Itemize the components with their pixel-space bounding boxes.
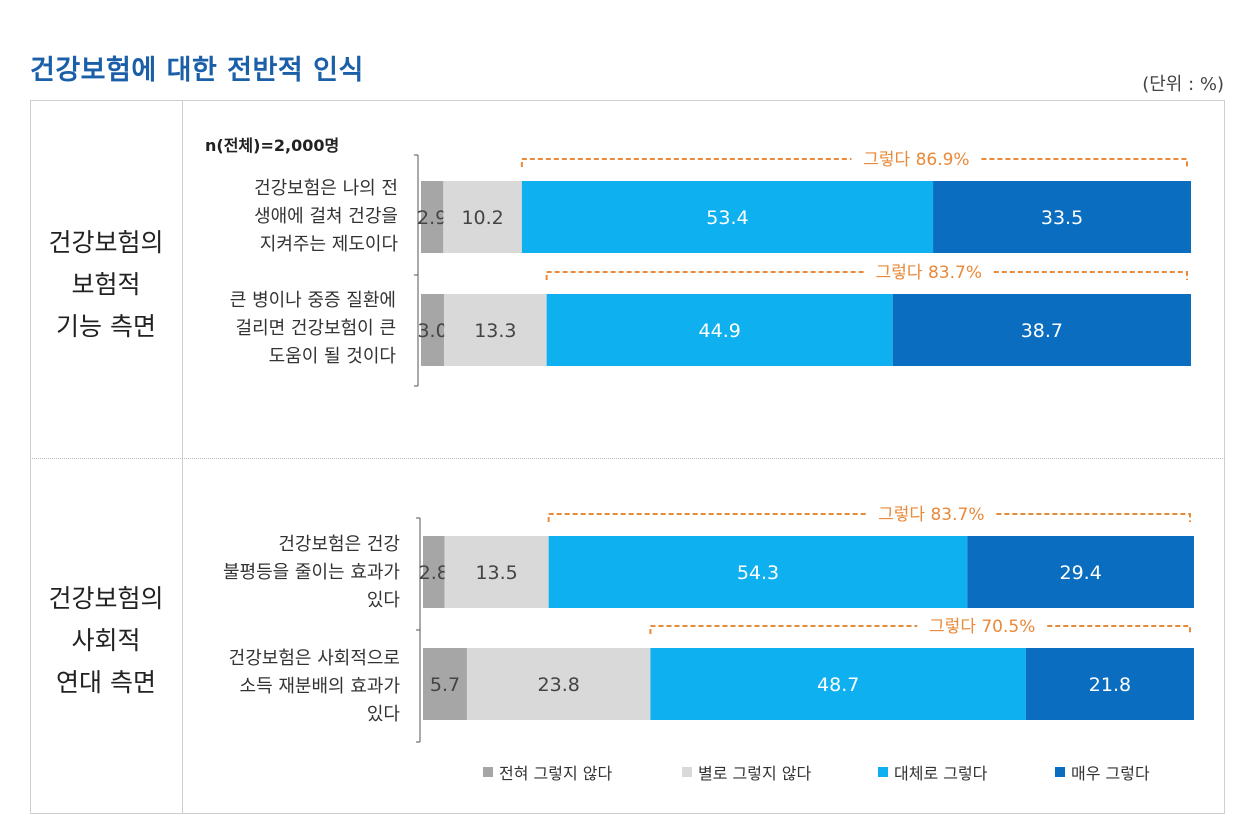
bar-strongly-agree [1025,648,1194,720]
legend-label: 별로 그렇지 않다 [698,764,812,783]
question-label: 건강보험은 건강 불평등을 줄이는 효과가 있다 [210,531,400,615]
data-label: 53.4 [706,207,748,229]
data-label: 13.5 [475,562,517,584]
agree-bracket [993,271,1188,280]
bar-strongly-agree [933,181,1191,253]
data-label: 33.5 [1041,207,1083,229]
question-line: 있다 [366,590,400,611]
question-line: 건강보험은 건강 [278,534,400,555]
question-line: 생애에 걸쳐 건강을 [254,206,398,227]
section-label-line: 보험적 [71,270,141,299]
bar-strongly-disagree [423,536,445,608]
bar-disagree [466,648,651,720]
legend-label: 매우 그렇다 [1071,764,1150,783]
data-label: 2.9 [417,207,447,229]
question-line: 건강보험은 사회적으로 [228,648,400,669]
section-label-insurance-function: 건강보험의 보험적 기능 측면 [30,222,182,348]
agree-total-label: 그렇다 86.9% [863,150,969,170]
data-label: 10.2 [461,207,503,229]
legend-item: 전혀 그렇지 않다 [483,760,612,784]
question-line: 도움이 될 것이다 [268,346,396,367]
data-label: 38.7 [1021,320,1063,342]
unit-label: (단위 : %) [1142,74,1224,95]
data-label: 2.8 [419,562,449,584]
bar-agree [546,294,893,366]
bar-strongly-agree [892,294,1191,366]
section-label-line: 기능 측면 [56,312,156,341]
column-divider [182,100,183,814]
data-label: 13.3 [474,320,516,342]
section-label-line: 건강보험의 [48,584,164,613]
bar-agree [548,536,968,608]
section-divider [30,458,1225,459]
data-label: 23.8 [538,674,580,696]
question-label: 큰 병이나 중증 질환에 걸리면 건강보험이 큰 도움이 될 것이다 [206,287,396,371]
data-label: 5.7 [430,674,460,696]
agree-bracket [520,158,852,167]
data-label: 44.9 [699,320,741,342]
agree-total-label: 그렇다 83.7% [878,505,984,525]
data-label: 3.0 [417,320,447,342]
legend-item: 대체로 그렇다 [878,760,987,784]
question-line: 소득 재분배의 효과가 [239,676,400,697]
agree-bracket [1047,625,1191,634]
bar-strongly-disagree [421,181,444,253]
question-line: 건강보험은 나의 전 [254,178,398,199]
section-label-line: 건강보험의 [48,228,164,257]
question-label: 건강보험은 나의 전 생애에 걸쳐 건강을 지켜주는 제도이다 [208,175,398,259]
legend-swatch [682,767,692,777]
question-line: 있다 [366,704,400,725]
section-label-line: 연대 측면 [56,668,156,697]
chart-title: 건강보험에 대한 전반적 인식 [30,55,364,86]
legend-label: 전혀 그렇지 않다 [499,764,613,783]
question-line: 걸리면 건강보험이 큰 [235,318,396,339]
agree-bracket [981,158,1188,167]
agree-bracket [545,271,864,280]
legend-label: 대체로 그렇다 [894,764,988,783]
sample-size-label: n(전체)=2,000명 [205,136,340,155]
bar-agree [521,181,934,253]
agree-total-label: 그렇다 70.5% [929,617,1035,637]
bar-agree [650,648,1026,720]
data-label: 48.7 [817,674,859,696]
question-label: 건강보험은 사회적으로 소득 재분배의 효과가 있다 [210,645,400,729]
bar-disagree [443,181,522,253]
legend-item: 매우 그렇다 [1055,760,1150,784]
legend-swatch [1055,767,1065,777]
section-label-line: 사회적 [71,626,141,655]
bar-disagree [444,294,547,366]
question-line: 큰 병이나 중증 질환에 [229,290,396,311]
legend-item: 별로 그렇지 않다 [682,760,811,784]
chart-frame [30,100,1225,814]
agree-bracket [996,513,1191,522]
data-label: 54.3 [737,562,779,584]
bar-strongly-disagree [421,294,445,366]
agree-bracket [547,513,867,522]
bar-disagree [444,536,549,608]
section-label-social-solidarity: 건강보험의 사회적 연대 측면 [30,578,182,704]
agree-bracket [649,625,918,634]
legend-swatch [878,767,888,777]
legend-swatch [483,767,493,777]
data-label: 29.4 [1060,562,1102,584]
question-line: 불평등을 줄이는 효과가 [222,562,400,583]
question-line: 지켜주는 제도이다 [259,234,398,255]
agree-total-label: 그렇다 83.7% [876,263,982,283]
bar-strongly-disagree [423,648,467,720]
data-label: 21.8 [1089,674,1131,696]
bar-strongly-agree [967,536,1194,608]
